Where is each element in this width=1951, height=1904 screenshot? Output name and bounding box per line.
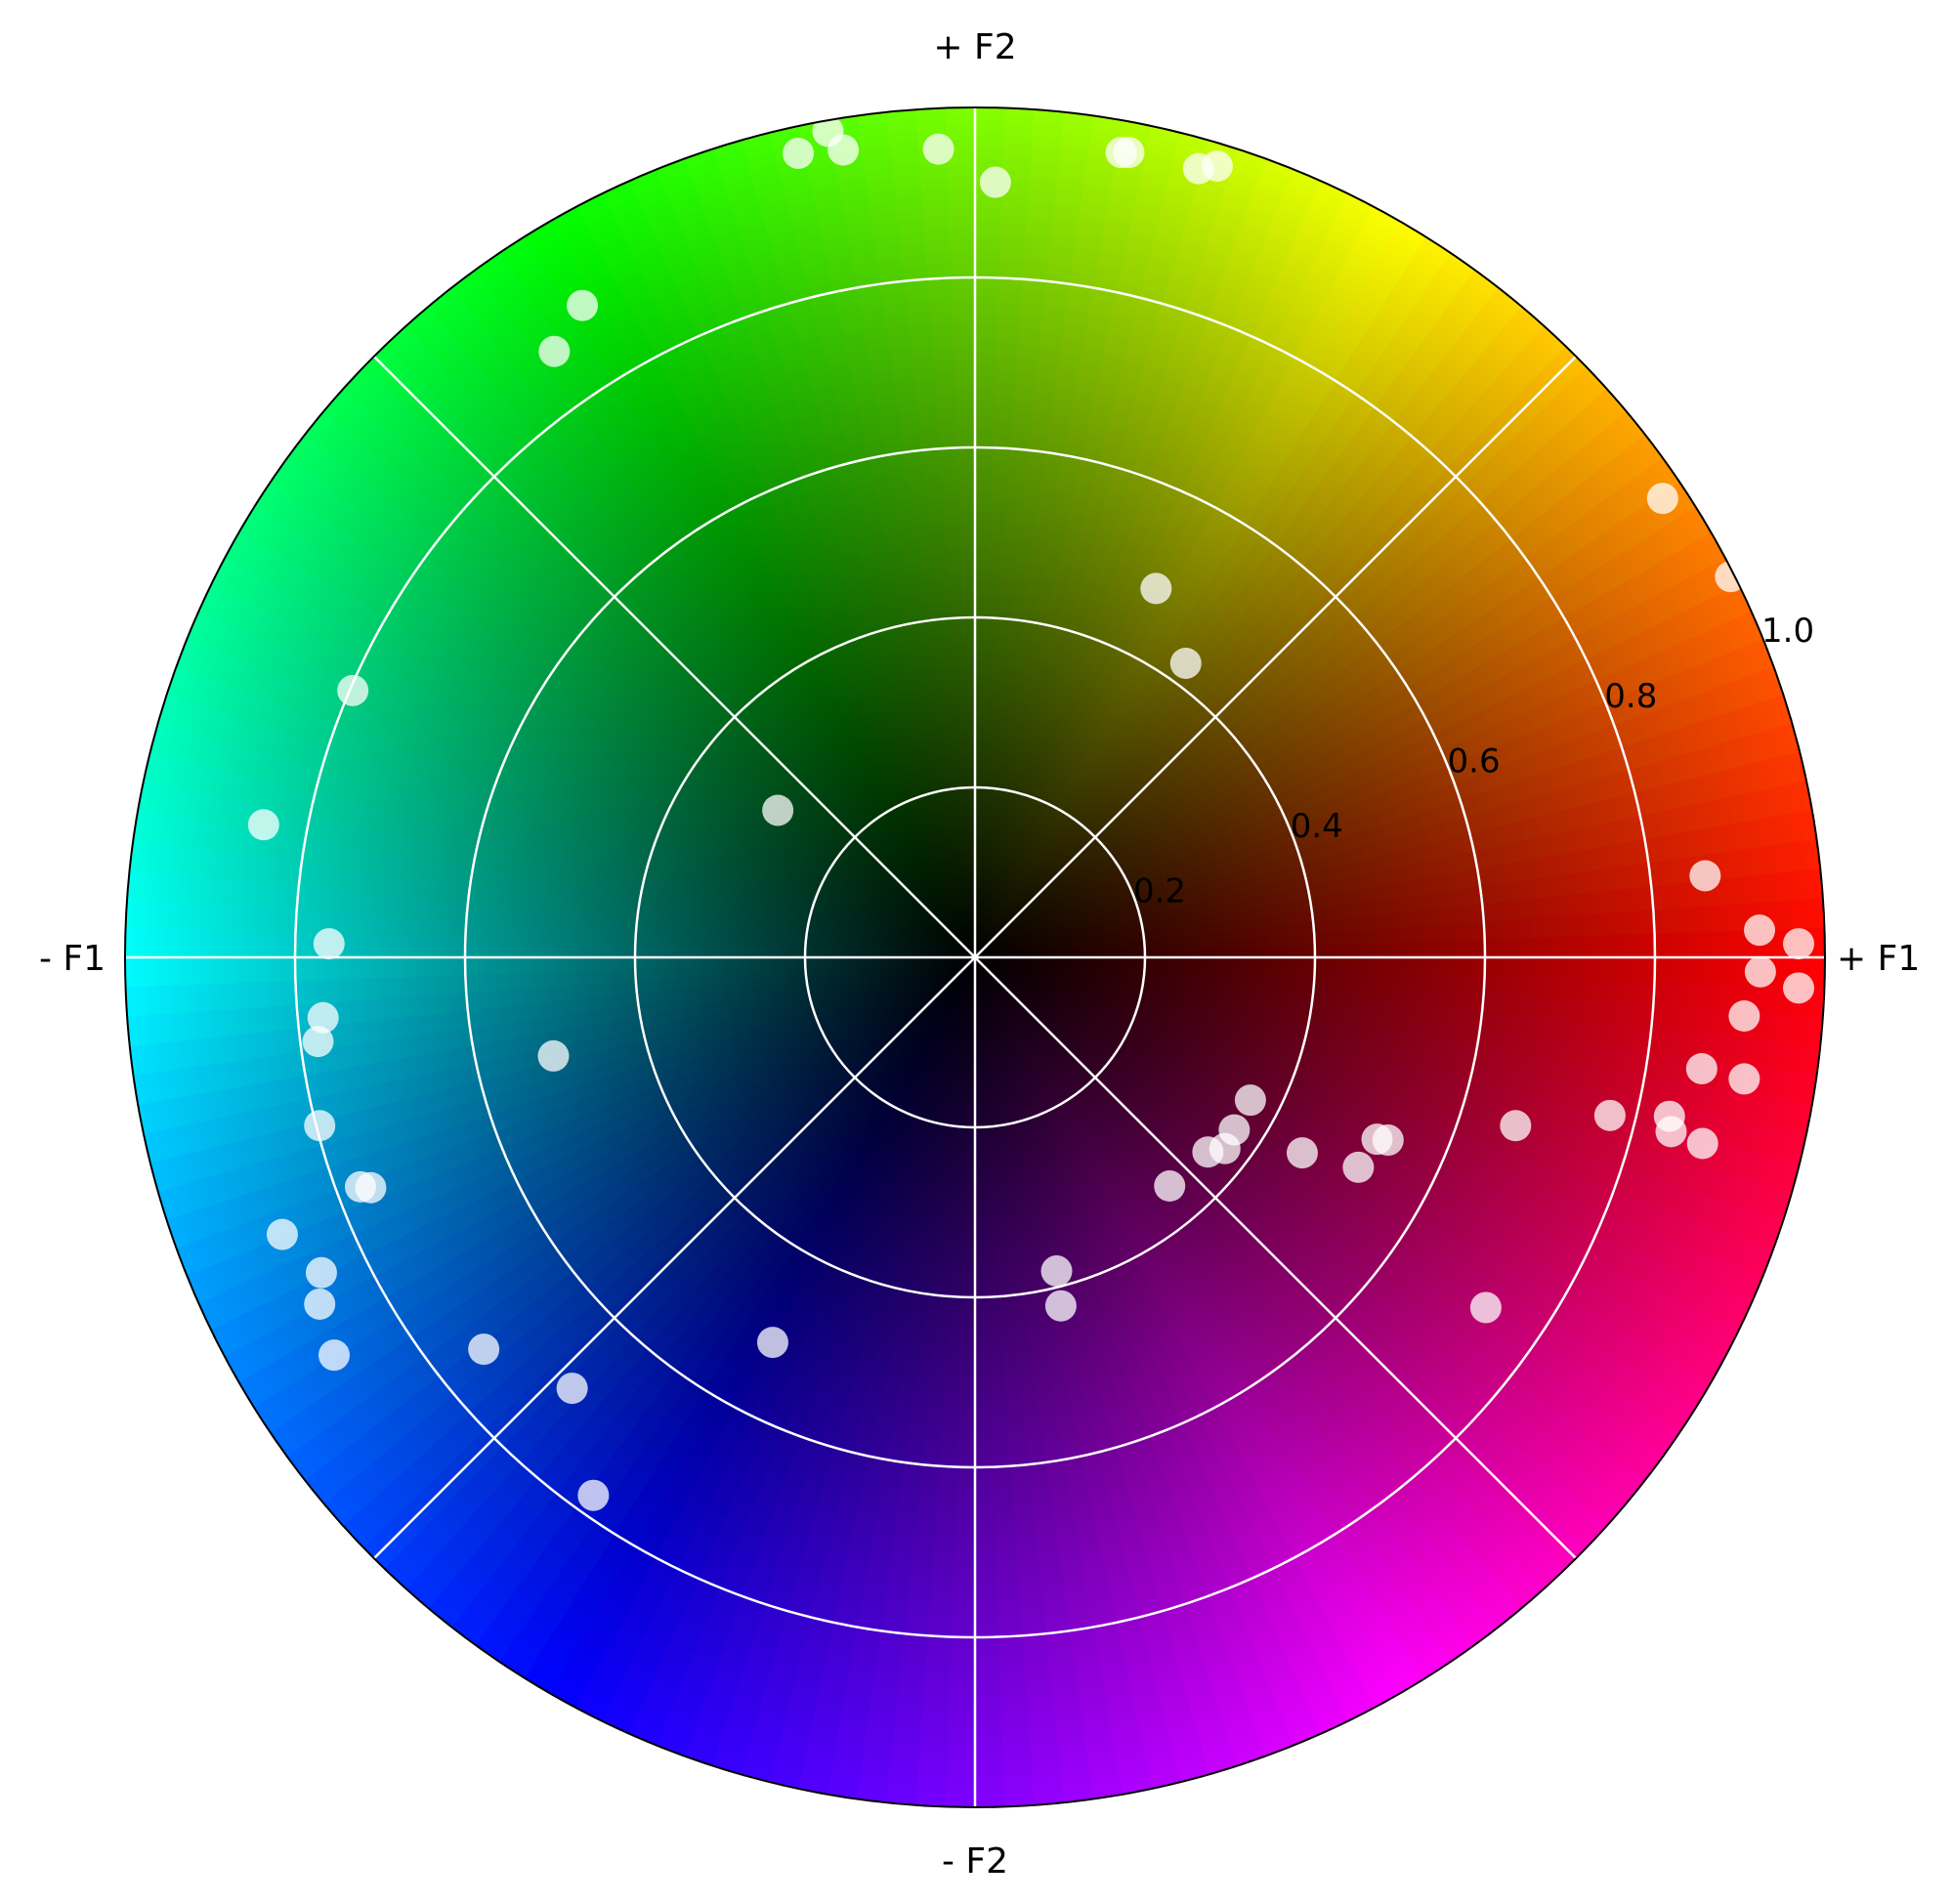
data-point: [305, 1256, 337, 1289]
radial-tick-labels: 0.2 0.4 0.6 0.8 1.0: [1133, 612, 1814, 910]
data-points: [247, 115, 1815, 1511]
data-point: [1361, 1123, 1393, 1156]
data-point: [827, 134, 860, 166]
data-point: [567, 289, 599, 321]
radial-tick-label: 1.0: [1761, 612, 1814, 651]
radial-tick-label: 0.6: [1448, 741, 1501, 781]
data-point: [302, 1026, 334, 1058]
radial-tick-label: 0.4: [1291, 807, 1343, 846]
data-point: [1593, 1099, 1626, 1131]
data-point: [1744, 914, 1776, 947]
data-point: [1783, 972, 1815, 1004]
axis-label-plus-f1: + F1: [1837, 939, 1920, 979]
data-point: [577, 1479, 610, 1511]
grid-spoke: [372, 956, 976, 1560]
plot-outer-border: [124, 106, 1826, 1808]
data-point: [266, 1218, 298, 1250]
data-point: [1728, 1063, 1760, 1095]
data-point: [1140, 572, 1172, 605]
data-point: [1685, 1052, 1718, 1084]
data-point: [1500, 1110, 1532, 1142]
data-point: [537, 1039, 570, 1072]
data-point: [318, 1339, 351, 1372]
data-point: [337, 674, 369, 706]
grid-spoke: [372, 355, 976, 958]
data-point: [1655, 1116, 1687, 1148]
data-point: [1686, 1127, 1718, 1160]
data-point: [556, 1373, 588, 1405]
data-point: [1234, 1084, 1266, 1117]
data-point: [304, 1110, 336, 1142]
axis-label-plus-f2: + F2: [933, 27, 1016, 67]
data-point: [1715, 561, 1747, 593]
data-point: [1154, 1170, 1186, 1203]
data-point: [307, 1001, 339, 1034]
data-point: [1689, 860, 1721, 892]
data-point: [1044, 1290, 1077, 1322]
data-point: [1169, 647, 1202, 679]
data-point: [922, 133, 954, 165]
data-point: [1342, 1151, 1375, 1183]
data-point: [1201, 150, 1233, 183]
data-point: [1646, 483, 1678, 515]
data-point: [355, 1171, 387, 1204]
data-point: [313, 928, 345, 960]
axis-label-minus-f2: - F2: [942, 1841, 1008, 1882]
axis-label-minus-f1: - F1: [39, 939, 106, 979]
data-point: [247, 809, 279, 841]
data-point: [1040, 1255, 1073, 1288]
data-point: [1728, 1000, 1760, 1033]
data-point: [468, 1333, 500, 1366]
data-point: [979, 166, 1011, 198]
data-point: [1286, 1137, 1318, 1169]
data-point: [1192, 1136, 1224, 1168]
data-point: [1469, 1291, 1502, 1324]
data-point: [762, 794, 794, 826]
data-point: [538, 335, 571, 367]
polar-grid: [125, 107, 1825, 1807]
radial-tick-label: 0.8: [1604, 677, 1657, 716]
radial-tick-label: 0.2: [1133, 872, 1186, 911]
data-point: [783, 137, 815, 169]
data-point: [1783, 928, 1815, 960]
grid-spoke: [974, 956, 1578, 1560]
data-point: [756, 1327, 788, 1359]
data-point: [1744, 955, 1776, 988]
data-point: [304, 1288, 336, 1320]
grid-spoke: [974, 355, 1578, 958]
data-point: [1113, 137, 1145, 169]
